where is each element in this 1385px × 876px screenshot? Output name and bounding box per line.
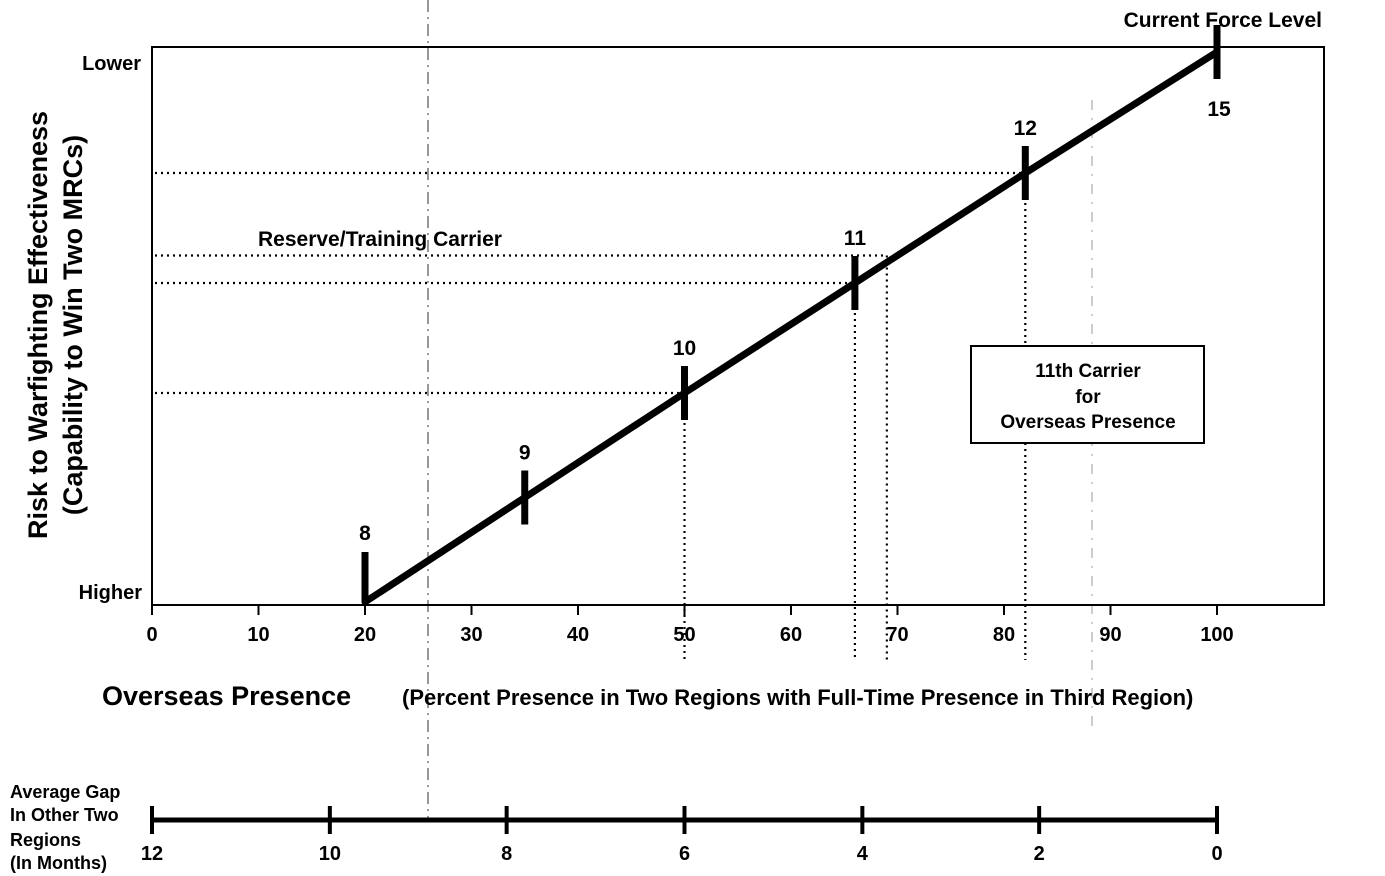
carrier-count-label: 15 [1207, 98, 1231, 121]
gap-tick-label: 4 [857, 843, 869, 865]
x-tick-label: 10 [247, 624, 269, 646]
y-axis-title: Risk to Warfighting Effectiveness [23, 111, 53, 539]
plot-frame [151, 46, 1325, 606]
x-tick-label: 100 [1200, 624, 1233, 646]
series-group: 8 9 10 11 12 15 [359, 25, 1231, 606]
x-tick-label: 80 [993, 624, 1015, 646]
gap-axis-label-line1: Average Gap [10, 782, 120, 802]
carrier-count-label: 9 [519, 442, 531, 465]
reference-lines [155, 171, 1027, 660]
gap-tick-label: 8 [501, 843, 512, 865]
gap-axis: 12 10 8 6 4 2 0 [141, 806, 1223, 865]
x-axis-detail: (Percent Presence in Two Regions with Fu… [402, 685, 1193, 710]
gap-axis-label-line2: In Other Two [10, 805, 119, 825]
y-top-label: Lower [82, 53, 141, 75]
x-tick-label: 20 [354, 624, 376, 646]
x-axis-title: Overseas Presence [102, 681, 351, 711]
gap-tick-label: 0 [1211, 843, 1222, 865]
x-tick-label: 40 [567, 624, 589, 646]
reserve-training-carrier-label: Reserve/Training Carrier [258, 228, 502, 251]
series-line [361, 48, 1221, 606]
gap-tick-label: 6 [679, 843, 690, 865]
gap-tick-label: 12 [141, 843, 163, 865]
eleventh-carrier-box [970, 345, 1205, 444]
x-tick-label: 60 [780, 624, 802, 646]
x-tick-label: 70 [886, 624, 908, 646]
x-tick-label: 0 [146, 624, 157, 646]
x-axis: 0 10 20 30 40 50 60 70 80 90 100 [146, 605, 1234, 646]
gap-tick-label: 2 [1034, 843, 1045, 865]
carrier-count-label: 12 [1014, 117, 1037, 140]
gap-tick-label: 10 [319, 843, 341, 865]
y-bottom-label: Higher [79, 582, 143, 604]
eleventh-carrier-box-line1: 11th Carrier [1035, 361, 1141, 382]
eleventh-carrier-box-line2: for [1075, 387, 1101, 408]
carrier-count-label: 11 [844, 227, 867, 250]
gap-axis-label-line3: Regions [10, 830, 81, 850]
eleventh-carrier-box-line3: Overseas Presence [1000, 412, 1175, 433]
current-force-level-label: Current Force Level [1124, 9, 1322, 32]
gap-axis-label-line4: (In Months) [10, 853, 107, 873]
carrier-count-label: 8 [359, 522, 371, 545]
x-tick-label: 30 [460, 624, 482, 646]
x-tick-label: 90 [1099, 624, 1121, 646]
y-axis-subtitle: (Capability to Win Two MRCs) [58, 135, 88, 515]
carrier-count-label: 10 [673, 337, 696, 360]
x-tick-label: 50 [673, 624, 695, 646]
